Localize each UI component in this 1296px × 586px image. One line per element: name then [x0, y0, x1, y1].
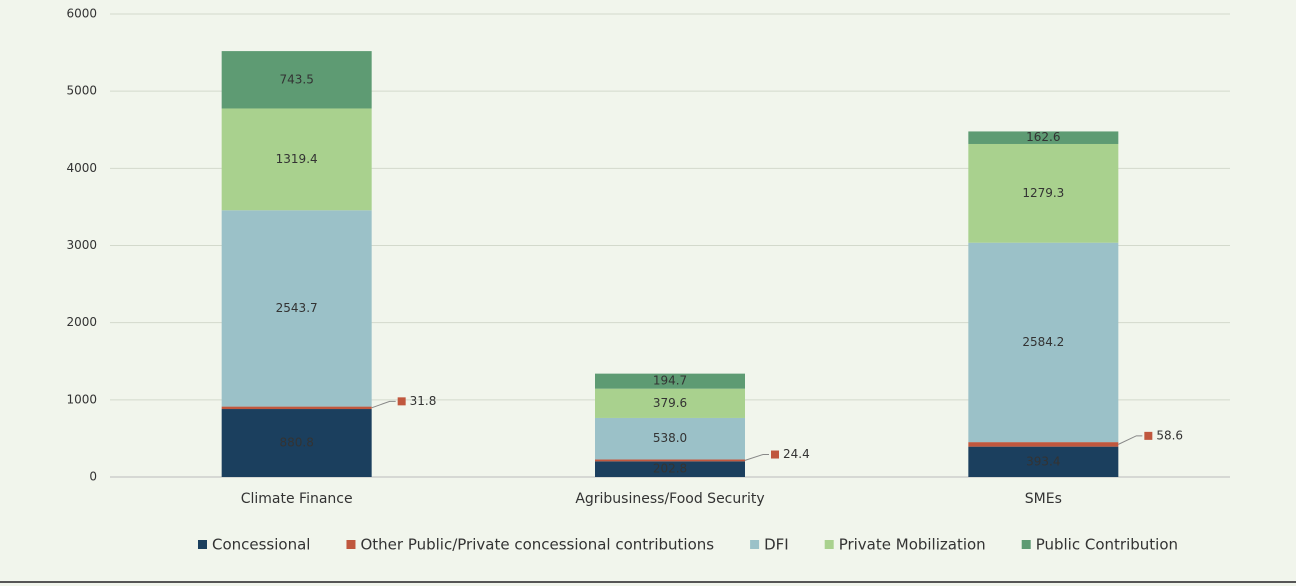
data-label: 2543.7: [276, 301, 318, 315]
leader-line: [1118, 435, 1143, 445]
data-label: 379.6: [653, 396, 687, 410]
legend-label: Private Mobilization: [839, 536, 986, 554]
data-label: 880.8: [279, 436, 313, 450]
bar-segment: [221, 210, 372, 407]
y-tick-label: 2000: [66, 315, 97, 329]
data-label: 24.4: [783, 447, 810, 461]
y-tick-label: 5000: [66, 84, 97, 98]
legend-label: Other Public/Private concessional contri…: [360, 536, 714, 554]
data-label: 2584.2: [1022, 335, 1064, 349]
y-tick-label: 4000: [66, 161, 97, 175]
data-label: 58.6: [1156, 428, 1183, 442]
x-tick-label: SMEs: [1025, 491, 1062, 507]
data-label: 1319.4: [276, 152, 318, 166]
bar-segment: [595, 459, 745, 462]
bar-segment: [968, 242, 1119, 443]
bar-segment: [221, 51, 372, 109]
bar-segment: [595, 461, 745, 477]
label-marker: [1144, 431, 1153, 440]
bar-segment: [595, 388, 745, 418]
data-label: 743.5: [279, 72, 313, 86]
legend-swatch: [197, 540, 207, 549]
y-tick-label: 6000: [66, 7, 97, 21]
bar-segment: [595, 417, 745, 460]
legend-swatch: [1021, 540, 1031, 549]
legend-swatch: [346, 540, 356, 549]
x-tick-label: Agribusiness/Food Security: [575, 491, 764, 507]
legend-label: Concessional: [212, 536, 310, 554]
data-label: 194.7: [653, 374, 687, 388]
data-label: 31.8: [410, 394, 437, 408]
legend-swatch: [824, 540, 834, 549]
legend-label: DFI: [764, 536, 789, 554]
data-label: 393.4: [1026, 454, 1060, 468]
label-marker: [397, 397, 406, 406]
label-marker: [771, 450, 779, 459]
data-label: 162.6: [1026, 130, 1060, 144]
bar-segment: [968, 446, 1119, 477]
bar-segment: [221, 409, 372, 477]
bar-segment: [968, 442, 1119, 447]
x-tick-label: Climate Finance: [241, 491, 353, 507]
data-label: 538.0: [653, 431, 687, 445]
y-tick-label: 3000: [66, 238, 97, 252]
y-tick-label: 1000: [66, 392, 97, 406]
bar-segment: [595, 373, 745, 389]
bar-segment: [221, 406, 372, 410]
bar-segment: [968, 131, 1119, 144]
data-label: 1279.3: [1022, 186, 1064, 200]
bar-segment: [968, 143, 1119, 243]
leader-line: [744, 454, 769, 461]
y-tick-label: 0: [89, 470, 97, 484]
leader-line: [371, 400, 396, 409]
legend-label: Public Contribution: [1036, 536, 1178, 554]
bar-segment: [221, 108, 372, 211]
data-label: 202.8: [653, 462, 687, 476]
legend-swatch: [750, 540, 760, 549]
